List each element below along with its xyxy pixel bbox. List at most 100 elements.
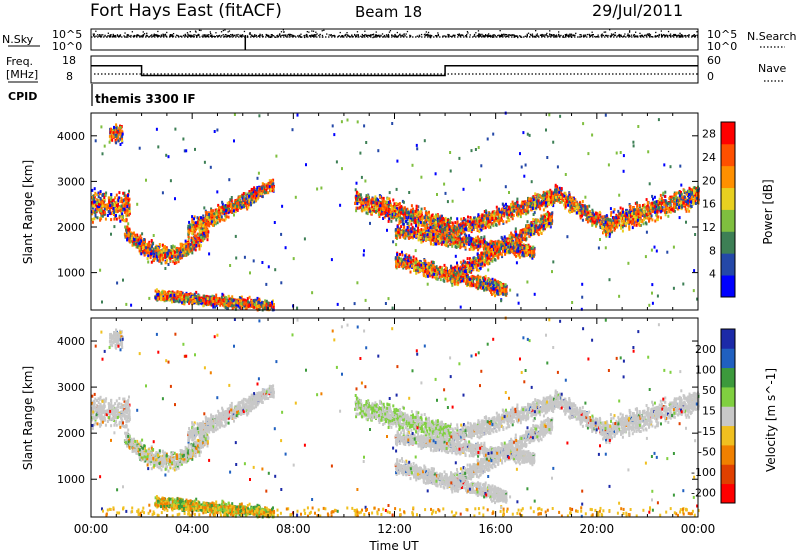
power-cell	[189, 245, 192, 249]
power-cell	[401, 250, 403, 254]
power-cell	[249, 200, 252, 203]
nsky-point	[549, 34, 551, 36]
nsky-point	[584, 35, 586, 38]
nsky-point	[492, 34, 494, 36]
power-cell	[248, 303, 251, 307]
nsky-point	[544, 34, 547, 36]
power-cell	[131, 243, 134, 247]
nsky-point	[458, 33, 460, 35]
nsky-point	[429, 35, 432, 37]
nsky-point	[227, 35, 229, 38]
nsky-point	[479, 33, 481, 35]
power-cell	[233, 213, 235, 217]
nsky-point	[648, 33, 650, 35]
power-cell	[161, 253, 164, 257]
freq-units: [MHz]	[6, 68, 38, 81]
nsky-point	[635, 31, 637, 33]
power-cell	[395, 202, 398, 205]
power-cell	[108, 196, 110, 200]
power-cell	[410, 214, 413, 218]
power-cell	[183, 244, 186, 248]
power-cell	[263, 306, 266, 310]
power-cell	[371, 211, 373, 215]
power-cell	[399, 252, 401, 256]
nsky-point	[185, 35, 187, 37]
power-cell	[401, 217, 404, 221]
station-title: Fort Hays East (fitACF)	[90, 1, 282, 21]
power-cell	[184, 253, 187, 257]
power-cell	[92, 209, 95, 213]
power-cell	[395, 218, 398, 222]
nsky-point	[171, 34, 173, 36]
nsky-point	[175, 34, 178, 36]
nsky-point	[370, 34, 372, 37]
nsky-point	[347, 34, 349, 37]
power-cell	[410, 222, 413, 226]
power-cell	[437, 219, 440, 223]
power-cell	[200, 299, 202, 303]
power-cell	[164, 249, 167, 253]
power-cell	[188, 220, 191, 224]
power-cell	[105, 203, 108, 207]
power-cell	[202, 237, 205, 241]
power-cell	[193, 299, 196, 303]
nsky-point	[146, 35, 149, 37]
nsky-point	[619, 34, 621, 37]
power-cell	[387, 210, 390, 213]
nsky-point	[650, 36, 653, 38]
power-cell	[409, 270, 412, 274]
power-cell	[169, 256, 172, 260]
nsky-point	[639, 32, 641, 34]
nsky-point	[485, 35, 487, 37]
power-cell	[379, 204, 382, 208]
power-cell	[126, 209, 129, 213]
nsky-point	[164, 33, 167, 35]
power-cell	[142, 250, 145, 254]
nsky-point	[556, 35, 558, 37]
nsky-point	[95, 30, 97, 32]
nsky-point	[98, 35, 100, 37]
nsky-point	[673, 34, 675, 36]
nsky-point	[526, 34, 528, 36]
nsky-point	[426, 34, 428, 36]
power-cell	[167, 249, 170, 253]
power-cell	[193, 215, 196, 219]
power-cell	[223, 212, 226, 216]
power-cell	[98, 201, 101, 205]
nsky-point	[558, 31, 560, 33]
power-cell	[125, 225, 128, 229]
nsky-point	[367, 34, 369, 36]
power-cell	[123, 210, 126, 214]
nsky-point	[492, 36, 494, 38]
power-cell	[200, 235, 203, 239]
nsky-point	[163, 35, 165, 37]
nsky-point	[498, 34, 500, 36]
nsky-point	[216, 35, 218, 37]
nsky-point	[312, 30, 315, 32]
nsky-point	[166, 31, 168, 34]
power-cell	[189, 243, 192, 247]
power-cell	[431, 260, 434, 264]
nsky-point	[298, 35, 301, 37]
power-cell	[202, 226, 205, 230]
power-cell	[218, 211, 221, 215]
power-cell	[213, 215, 216, 219]
power-cell	[263, 301, 266, 305]
nsky-point	[133, 35, 135, 37]
power-cell	[239, 195, 242, 199]
power-cell	[117, 199, 120, 203]
power-cell	[193, 242, 195, 246]
power-cell	[185, 296, 188, 300]
nsky-point	[400, 34, 402, 37]
power-cell	[102, 210, 105, 213]
power-cell	[180, 256, 183, 260]
power-cell	[110, 196, 113, 200]
power-cell	[127, 228, 130, 232]
nsky-point	[397, 35, 400, 37]
nsky-point	[372, 34, 374, 36]
nsky-point	[271, 35, 273, 37]
power-cell	[115, 214, 117, 217]
power-cell	[167, 251, 170, 255]
power-cell	[218, 217, 220, 221]
power-cell	[250, 192, 253, 196]
